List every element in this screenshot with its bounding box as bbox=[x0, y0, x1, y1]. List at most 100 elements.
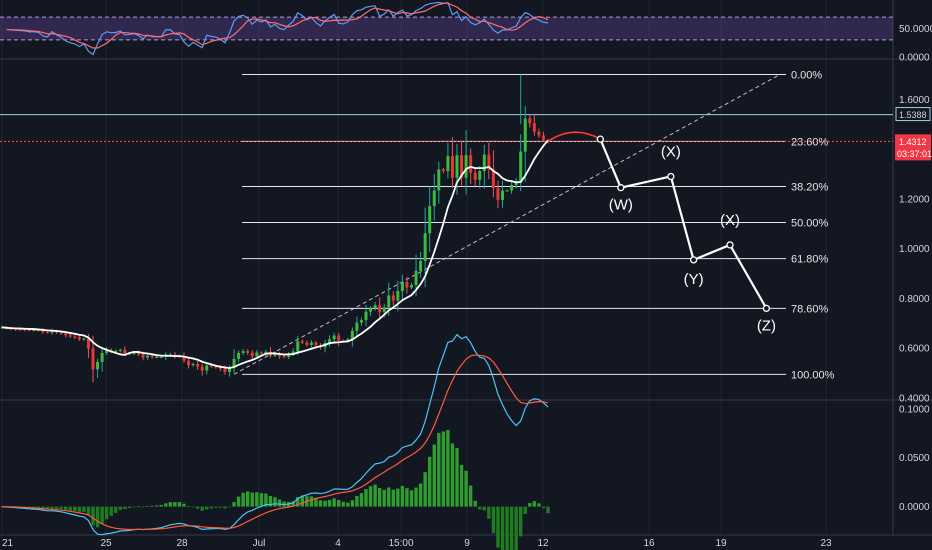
candle bbox=[369, 308, 373, 312]
high-price-tag[interactable] bbox=[895, 107, 931, 122]
candle bbox=[59, 332, 63, 334]
macd-histogram-bar bbox=[77, 506, 82, 512]
candle bbox=[273, 353, 277, 356]
macd-histogram-bar bbox=[537, 503, 541, 507]
price-axis[interactable]: 50.00000.00001.60001.40001.20001.00000.8… bbox=[895, 24, 932, 513]
rsi-line bbox=[6, 1, 549, 56]
candle bbox=[464, 155, 468, 178]
fib-level-label: 50.00% bbox=[791, 218, 829, 230]
candle bbox=[396, 290, 400, 301]
macd-histogram-bar bbox=[368, 486, 373, 507]
wave-path bbox=[599, 138, 768, 309]
wave-point[interactable] bbox=[762, 304, 771, 313]
candle bbox=[350, 330, 354, 340]
macd-line bbox=[1, 333, 549, 536]
macd-histogram-bar bbox=[127, 506, 132, 509]
candle bbox=[182, 356, 186, 361]
wave-point[interactable] bbox=[617, 184, 625, 192]
candle bbox=[382, 307, 386, 312]
candle bbox=[168, 354, 172, 356]
candle bbox=[519, 151, 523, 181]
candle bbox=[123, 349, 127, 354]
grid-lines bbox=[0, 0, 932, 536]
candle bbox=[187, 360, 191, 366]
macd-histogram-bar bbox=[464, 470, 468, 507]
macd-histogram-bar bbox=[86, 506, 91, 516]
candle bbox=[355, 322, 359, 331]
rsi-panel bbox=[0, 1, 893, 56]
candle bbox=[196, 363, 200, 367]
wave-point[interactable] bbox=[667, 172, 675, 181]
macd-histogram-bar bbox=[514, 506, 518, 550]
macd-histogram-bar bbox=[400, 485, 405, 507]
wave-point[interactable] bbox=[689, 256, 698, 264]
last-price-tag[interactable] bbox=[895, 134, 931, 161]
candle bbox=[501, 190, 504, 200]
candle bbox=[378, 305, 382, 312]
macd-histogram-bar bbox=[432, 444, 436, 507]
macd-histogram-bar bbox=[268, 495, 273, 507]
fib-level-label: 38.20% bbox=[791, 181, 829, 193]
candle bbox=[314, 342, 318, 346]
macd-histogram-bar bbox=[59, 506, 63, 510]
macd-histogram-bar bbox=[277, 499, 282, 507]
candle bbox=[214, 366, 218, 368]
macd-histogram-bar bbox=[519, 506, 523, 537]
candle bbox=[528, 118, 532, 124]
candle bbox=[23, 329, 27, 331]
candle bbox=[14, 328, 18, 330]
candle bbox=[305, 342, 309, 345]
wave-point[interactable] bbox=[726, 241, 734, 249]
macd-histogram-bar bbox=[264, 493, 268, 507]
price-panel[interactable]: 0.00% 23.60% 38.20% 50.00% 61.80% 78.60% 100.0… bbox=[0, 69, 893, 383]
macd-histogram-bar bbox=[191, 506, 195, 508]
macd-histogram-bar bbox=[323, 500, 327, 507]
macd-histogram-bar bbox=[223, 506, 227, 509]
time-axis[interactable]: 21 25 28 Jul 4 15:00 9 12 16 19 23 bbox=[2, 538, 832, 549]
candle bbox=[419, 260, 423, 271]
macd-histogram-bar bbox=[186, 506, 191, 508]
macd-histogram-bar bbox=[36, 506, 41, 509]
wave-point[interactable] bbox=[596, 135, 604, 143]
macd-histogram-bar bbox=[250, 492, 254, 507]
candle bbox=[246, 351, 250, 353]
candle bbox=[432, 190, 436, 207]
macd-histogram-bar bbox=[214, 506, 218, 508]
candle bbox=[391, 295, 395, 301]
time-axis-label: Jul bbox=[253, 538, 266, 549]
candle bbox=[91, 348, 95, 370]
macd-axis-tick: 0.0000 bbox=[899, 502, 930, 513]
macd-histogram-bar bbox=[118, 506, 122, 510]
candle bbox=[41, 330, 45, 333]
macd-histogram-bar bbox=[73, 506, 77, 512]
candle bbox=[118, 349, 122, 351]
time-axis-label: 4 bbox=[335, 538, 341, 549]
macd-histogram-bar bbox=[104, 506, 109, 520]
candle bbox=[18, 329, 22, 331]
candle bbox=[337, 335, 341, 341]
candle bbox=[400, 282, 404, 291]
macd-histogram-bar bbox=[405, 488, 409, 507]
candle bbox=[541, 135, 545, 140]
macd-histogram-bar bbox=[64, 506, 68, 510]
macd-histogram-bar bbox=[168, 502, 173, 507]
candle bbox=[282, 356, 286, 358]
time-axis-label: 19 bbox=[715, 538, 727, 549]
rsi-axis-tick: 0.0000 bbox=[899, 53, 930, 64]
candle bbox=[96, 361, 100, 370]
time-axis-label: 25 bbox=[100, 538, 112, 549]
macd-axis-tick: 0.1000 bbox=[899, 404, 930, 415]
wave-label: (W) bbox=[609, 197, 633, 214]
macd-histogram-bar bbox=[300, 495, 304, 507]
macd-histogram-bar bbox=[182, 503, 186, 507]
macd-histogram-bar bbox=[241, 492, 245, 507]
macd-histogram-bar bbox=[418, 483, 423, 507]
macd-histogram-bar bbox=[500, 506, 505, 550]
rsi-axis-tick: 50.0000 bbox=[899, 24, 932, 35]
macd-histogram-bar bbox=[355, 496, 359, 507]
price-axis-tick: 0.6000 bbox=[899, 344, 930, 355]
wave-label: (Y) bbox=[684, 271, 704, 288]
wave-label: (Z) bbox=[757, 317, 776, 334]
macd-histogram-bar bbox=[346, 502, 350, 507]
